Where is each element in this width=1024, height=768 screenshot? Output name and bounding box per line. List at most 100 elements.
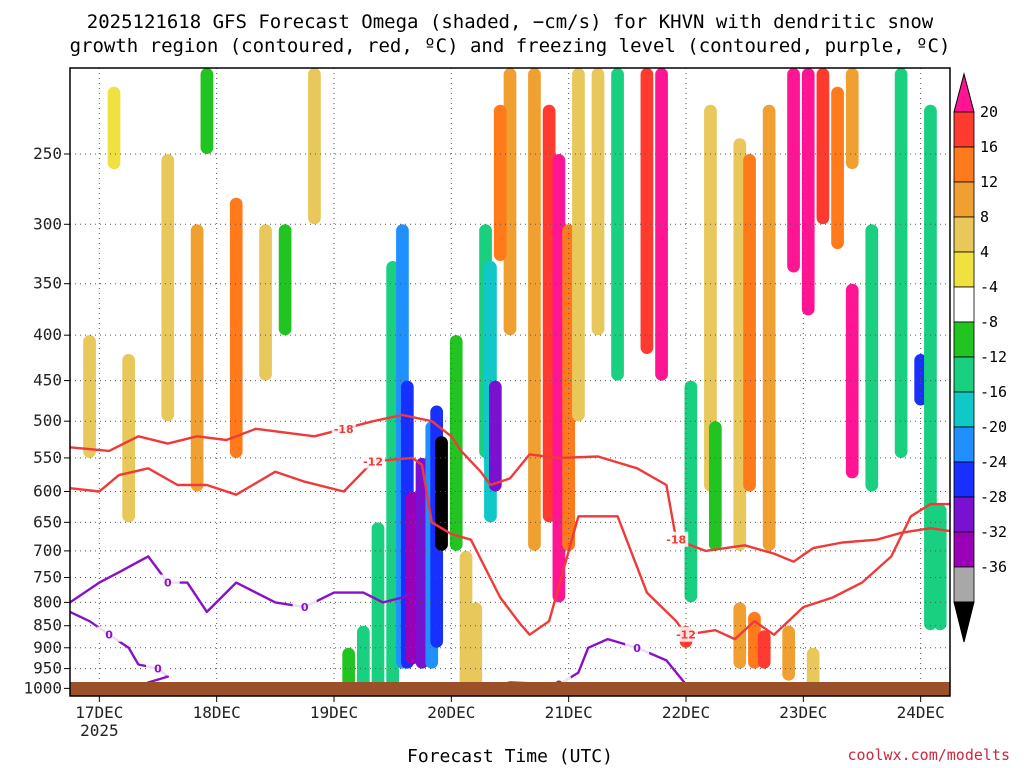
omega-cell [469, 602, 483, 689]
colorbar-swatch [953, 566, 975, 603]
dgz-minus-18-label: -18 [666, 534, 686, 547]
colorbar-tick-label: -20 [980, 418, 1007, 436]
colorbar-tick-label: -16 [980, 383, 1007, 401]
colorbar: 20 16 12 8 4 -4 -8 -12 -16 -20 -24 -28 -32 -36 [953, 72, 1007, 643]
omega-cell [591, 68, 605, 336]
freezing-level-0-b-label: 0 [154, 663, 162, 676]
omega-cell [308, 68, 321, 225]
plot-frame [69, 67, 951, 697]
omega-cell [865, 224, 879, 492]
omega-cell [787, 68, 800, 273]
chart-title-line-2: growth region (contoured, red, ºC) and f… [70, 35, 951, 57]
colorbar-swatch [953, 391, 975, 428]
colorbar-swatch [953, 531, 975, 568]
y-tick-label: 650 [33, 512, 62, 531]
omega-cell [655, 68, 668, 381]
colorbar-tick-label: -28 [980, 488, 1007, 506]
freezing-level-0-b-label: 0 [105, 629, 113, 642]
dgz-minus-18-label-bg [664, 531, 689, 547]
omega-cell [845, 68, 859, 170]
y-tick-label: 850 [33, 616, 62, 635]
freezing-level-0-b-label-bg [97, 626, 122, 642]
omega-cell [708, 421, 722, 551]
y-tick-label: 300 [33, 214, 62, 233]
x-tick-label: 18DEC [193, 703, 241, 722]
colorbar-swatch [953, 356, 975, 393]
omega-cell [640, 68, 654, 354]
colorbar-tick-label: -36 [980, 558, 1007, 576]
omega-cell [801, 68, 815, 316]
colorbar-tick-label: 20 [980, 103, 998, 121]
x-tick-year-label: 2025 [80, 721, 119, 740]
omega-cell [762, 104, 776, 551]
x-tick-label: 21DEC [545, 703, 593, 722]
colorbar-swatch [953, 181, 975, 218]
colorbar-tick-label: -12 [980, 348, 1007, 366]
freezing-level-0-label-bg [292, 599, 317, 615]
omega-cell [107, 86, 121, 170]
omega-cell [733, 138, 747, 551]
y-tick-label: 950 [33, 659, 62, 678]
omega-cell [914, 353, 928, 406]
omega-cell [924, 104, 937, 631]
colorbar-swatch [953, 146, 975, 183]
y-tick-label: 400 [33, 325, 62, 344]
colorbar-tick-label: -4 [980, 278, 998, 296]
omega-cell [528, 68, 541, 551]
colorbar-tick-label: -24 [980, 453, 1007, 471]
y-axis-pressure-ticks: 250 300 350 400 450 500 550 600 650 700 750 800 850 9… [23, 144, 70, 697]
omega-cell [806, 647, 820, 689]
omega-cell [200, 68, 214, 155]
omega-cell [342, 647, 356, 689]
dgz-minus-18-line [70, 413, 950, 563]
dgz-minus-18-label-bg [331, 420, 356, 436]
dgz-minus-12-label: -12 [363, 455, 383, 468]
omega-cell [278, 224, 292, 336]
colorbar-swatch [953, 496, 975, 533]
y-tick-label: 900 [33, 638, 62, 657]
colorbar-tick-label: 8 [980, 208, 989, 226]
credit-text: coolwx.com/modelts [847, 746, 1010, 764]
y-tick-label: 1000 [23, 678, 62, 697]
omega-cell [415, 457, 429, 669]
freezing-level-0-label-bg [155, 574, 180, 590]
colorbar-tick-label: -32 [980, 523, 1007, 541]
omega-cell [122, 353, 136, 523]
y-tick-label: 800 [33, 592, 62, 611]
y-tick-label: 250 [33, 144, 62, 163]
freezing-level-0-c-label-bg [625, 639, 650, 655]
omega-cell [435, 436, 448, 551]
y-tick-label: 500 [33, 411, 62, 430]
omega-cell [894, 68, 908, 458]
dgz-minus-18-label: -18 [334, 423, 354, 436]
colorbar-max-arrow [953, 72, 975, 113]
plot-grid [70, 68, 950, 696]
y-tick-label: 750 [33, 567, 62, 586]
omega-cell [743, 154, 756, 492]
omega-cell [190, 224, 204, 492]
colorbar-swatch [953, 251, 975, 288]
colorbar-swatch [953, 111, 975, 148]
omega-cell [748, 611, 761, 669]
omega-cell [229, 197, 243, 458]
omega-cell [831, 86, 844, 250]
omega-cell [611, 68, 624, 381]
colorbar-tick-label: 12 [980, 173, 998, 191]
colorbar-swatch [953, 286, 975, 323]
colorbar-tick-label: -8 [980, 313, 998, 331]
terrain-ground-strip [70, 682, 950, 696]
omega-cell [83, 335, 96, 458]
omega-cell [488, 380, 502, 492]
x-tick-label: 23DEC [779, 703, 827, 722]
freezing-level-0-c-label: 0 [633, 642, 641, 655]
y-tick-label: 350 [33, 274, 62, 293]
colorbar-tick-label: 4 [980, 243, 989, 261]
x-tick-label: 24DEC [897, 703, 945, 722]
dgz-minus-12-label-bg [674, 626, 698, 642]
colorbar-tick-label: 16 [980, 138, 998, 156]
x-axis-label: Forecast Time (UTC) [407, 746, 613, 767]
colorbar-swatch [953, 461, 975, 498]
y-tick-label: 450 [33, 371, 62, 390]
